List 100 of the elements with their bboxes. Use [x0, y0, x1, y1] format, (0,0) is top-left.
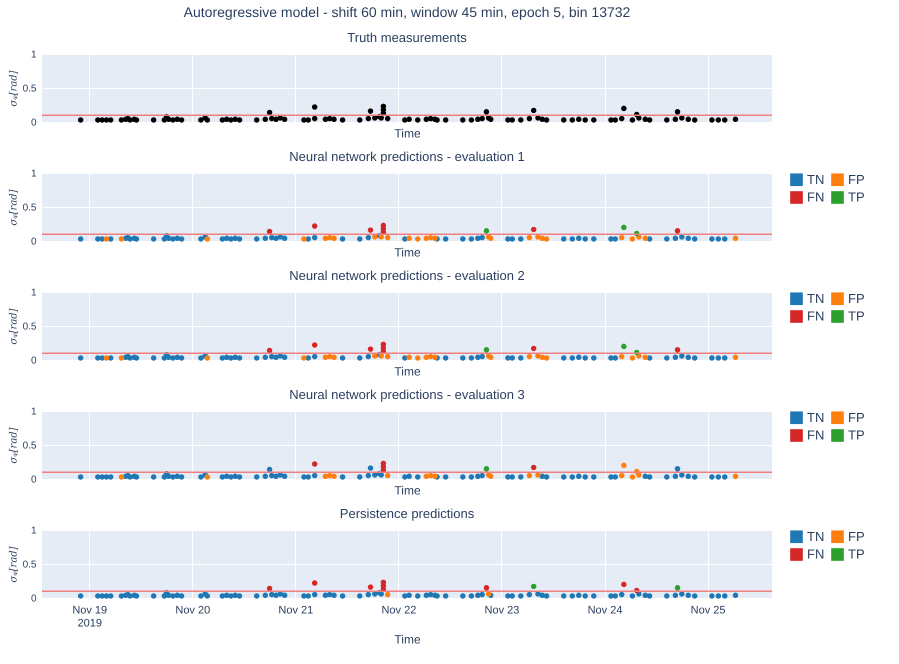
point [674, 228, 680, 234]
text: Autoregressive model - shift 60 min, window 45 min, epoch 5, bin 13732 [184, 4, 631, 20]
point [621, 582, 627, 588]
point [368, 584, 374, 590]
point [384, 234, 390, 240]
legend-label: FN [807, 308, 824, 324]
y-tick-label: 0 [30, 118, 37, 128]
y-tick-label: 0 [30, 356, 37, 366]
legend-label: TP [848, 308, 865, 324]
x-axis-title: Time [394, 484, 421, 498]
point [414, 355, 420, 361]
point [331, 236, 337, 242]
point [530, 584, 536, 590]
point [118, 474, 124, 480]
point [331, 474, 337, 480]
point [104, 236, 110, 242]
point [368, 227, 374, 233]
legend-label: TP [848, 546, 865, 562]
x-tick-label: Nov 21 [278, 604, 314, 616]
point [618, 472, 624, 478]
chart-title: Neural network predictions - evaluation 2 [289, 268, 525, 283]
point [621, 462, 627, 468]
x-tick-label: Nov 19 2019 [72, 604, 108, 630]
chart-title: Neural network predictions - evaluation 1 [289, 149, 525, 164]
y-tick-label: 0.5 [22, 560, 37, 570]
point [384, 592, 390, 598]
point [526, 472, 532, 478]
point [732, 354, 738, 360]
point [630, 355, 636, 361]
y-axis-title: σᵩ[rad] [8, 427, 20, 464]
point [530, 346, 536, 352]
point [104, 355, 110, 361]
point [530, 464, 536, 470]
point [621, 344, 627, 350]
chart-title: Truth measurements [347, 30, 468, 45]
point [630, 236, 636, 242]
x-tick-label: Nov 25 [690, 604, 726, 616]
point [368, 346, 374, 352]
point [301, 236, 307, 242]
y-axis-title: σᵩ[rad] [8, 70, 20, 107]
point [526, 234, 532, 240]
y-tick-label: 0.5 [22, 440, 37, 452]
y-tick-label: 0 [30, 236, 37, 248]
y-tick-label: 1 [30, 406, 37, 418]
legend-label: FP [848, 290, 865, 306]
point [642, 354, 648, 360]
y-tick-label: 1 [30, 526, 37, 536]
point [384, 472, 390, 478]
y-axis-title: σᵩ[rad] [8, 308, 20, 345]
y-tick-label: 0 [30, 474, 37, 486]
point [674, 585, 680, 591]
point [406, 236, 412, 242]
point [544, 236, 550, 242]
point [630, 474, 636, 480]
legend-label: FP [848, 528, 865, 544]
x-tick-label: Nov 23 [484, 604, 520, 616]
point [642, 236, 648, 242]
x-axis-title: Time [394, 126, 421, 140]
point [618, 354, 624, 360]
point [312, 342, 318, 348]
point [204, 474, 210, 480]
x-axis-title: Time [394, 246, 421, 260]
y-tick-label: 0.5 [22, 322, 37, 332]
legend-label: FN [807, 428, 824, 442]
y-axis-title: σᵩ[rad] [8, 189, 20, 226]
point [540, 236, 546, 242]
point [424, 236, 430, 242]
x-axis-title: Time [394, 364, 421, 378]
y-tick-label: 1 [30, 50, 37, 60]
point [526, 354, 532, 360]
point [312, 580, 318, 586]
legend-label: TN [807, 410, 824, 425]
point [312, 223, 318, 229]
y-tick-label: 1 [30, 168, 37, 180]
point [118, 355, 124, 361]
point [732, 236, 738, 242]
point [331, 354, 337, 360]
point [312, 461, 318, 467]
legend-label: TP [848, 428, 865, 442]
point [484, 585, 490, 591]
y-tick-label: 0.5 [22, 84, 37, 94]
legend-label: FN [807, 190, 824, 204]
legend-label: TN [807, 172, 824, 187]
point [204, 236, 210, 242]
point [384, 354, 390, 360]
x-tick-label: Nov 20 [175, 604, 210, 616]
legend-label: FP [848, 172, 865, 187]
point [544, 355, 550, 361]
x-tick-label: Nov 22 [381, 604, 416, 616]
point [424, 354, 430, 360]
legend-label: FP [848, 410, 865, 425]
point [118, 236, 124, 242]
point [204, 355, 210, 361]
point [484, 228, 490, 234]
point [618, 234, 624, 240]
y-tick-label: 0.5 [22, 202, 37, 214]
point [484, 466, 490, 472]
point [484, 347, 490, 353]
point [540, 354, 546, 360]
y-axis-title: σᵩ[rad] [8, 546, 20, 583]
